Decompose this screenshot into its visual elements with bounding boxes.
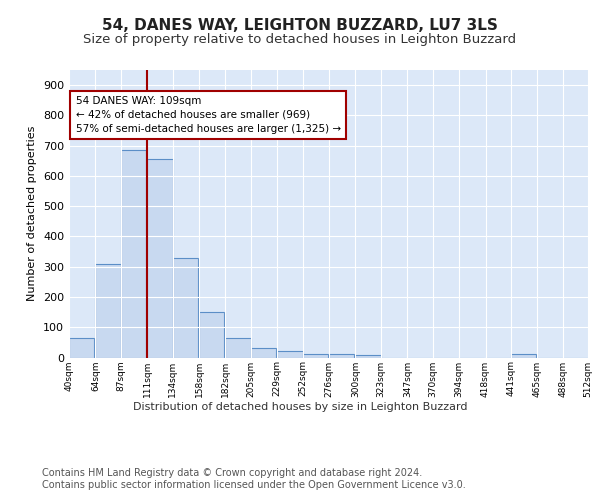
Bar	[199, 312, 224, 358]
Bar	[226, 338, 251, 357]
Bar	[173, 258, 198, 358]
Bar	[147, 160, 173, 358]
Text: Contains public sector information licensed under the Open Government Licence v3: Contains public sector information licen…	[42, 480, 466, 490]
Bar	[511, 354, 536, 358]
Bar	[69, 338, 94, 357]
Text: 54, DANES WAY, LEIGHTON BUZZARD, LU7 3LS: 54, DANES WAY, LEIGHTON BUZZARD, LU7 3LS	[102, 18, 498, 32]
Bar	[95, 264, 121, 358]
Bar	[277, 351, 302, 358]
Text: Contains HM Land Registry data © Crown copyright and database right 2024.: Contains HM Land Registry data © Crown c…	[42, 468, 422, 477]
Text: Distribution of detached houses by size in Leighton Buzzard: Distribution of detached houses by size …	[133, 402, 467, 412]
Y-axis label: Number of detached properties: Number of detached properties	[28, 126, 37, 302]
Bar	[329, 354, 355, 358]
Text: 54 DANES WAY: 109sqm
← 42% of detached houses are smaller (969)
57% of semi-deta: 54 DANES WAY: 109sqm ← 42% of detached h…	[76, 96, 341, 134]
Bar	[355, 355, 381, 358]
Bar	[251, 348, 276, 358]
Bar	[302, 354, 328, 358]
Text: Size of property relative to detached houses in Leighton Buzzard: Size of property relative to detached ho…	[83, 32, 517, 46]
Bar	[121, 150, 146, 358]
